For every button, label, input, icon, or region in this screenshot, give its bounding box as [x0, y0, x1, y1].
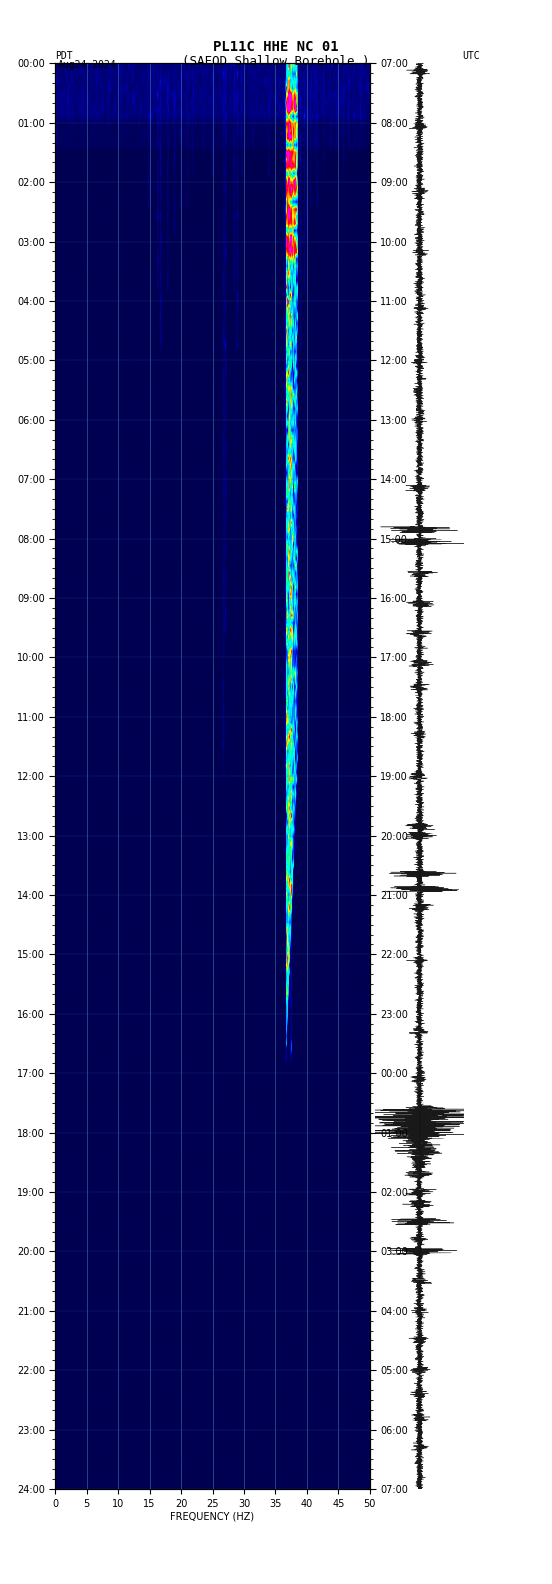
Text: PL11C HHE NC 01: PL11C HHE NC 01	[213, 40, 339, 54]
Text: UTC: UTC	[463, 51, 480, 60]
X-axis label: FREQUENCY (HZ): FREQUENCY (HZ)	[171, 1511, 254, 1522]
Text: PDT: PDT	[55, 51, 73, 60]
Text: Aug24,2024: Aug24,2024	[58, 60, 116, 70]
Text: (SAFOD Shallow Borehole ): (SAFOD Shallow Borehole )	[182, 55, 370, 68]
